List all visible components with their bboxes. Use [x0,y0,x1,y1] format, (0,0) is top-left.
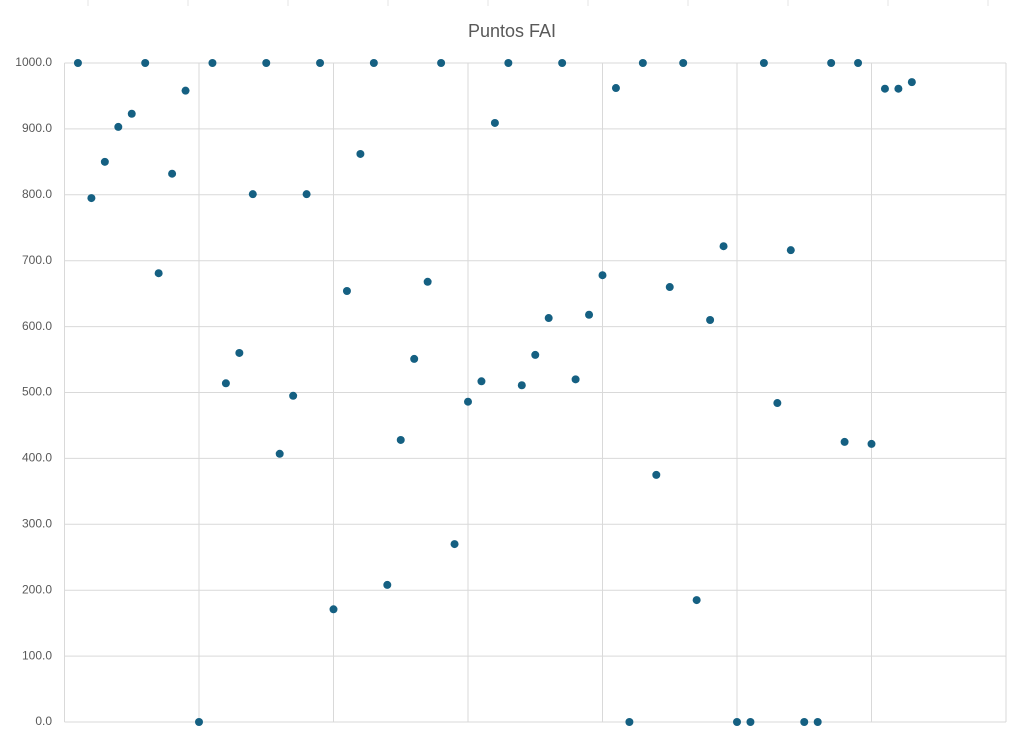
point [423,277,432,286]
point [477,377,486,386]
point [517,381,526,390]
point [652,470,661,479]
point [759,59,768,67]
point [329,605,338,614]
point [625,718,634,726]
y-tick-label: 0.0 [35,714,52,728]
point [181,86,190,95]
point [342,287,351,296]
point [558,59,567,67]
point [302,190,311,199]
y-tick-label: 800.0 [22,187,52,201]
sheet-cells [87,0,989,6]
y-tick-label: 500.0 [22,385,52,399]
point [262,59,271,67]
point [464,397,472,406]
point [275,449,284,458]
point [73,59,82,67]
y-tick-label: 600.0 [22,319,52,333]
point [504,59,513,67]
point [585,310,594,319]
point [168,169,177,178]
point [840,437,849,446]
point [221,379,230,388]
y-tick-label: 400.0 [22,451,52,465]
point [679,59,688,67]
point [490,118,499,127]
point [880,84,889,93]
point [410,354,419,363]
point [746,718,755,726]
y-tick-label: 900.0 [22,121,52,135]
point [544,314,553,323]
point [316,59,325,67]
point [571,375,580,384]
point [827,59,836,67]
point [531,350,540,359]
y-tick-label: 700.0 [22,253,52,267]
point [638,59,647,67]
point [854,59,863,67]
point [114,122,123,131]
point [907,78,916,87]
y-tick-label: 300.0 [22,516,52,530]
point [154,269,163,278]
point [195,718,203,726]
point [437,59,446,67]
point [356,149,365,158]
point [141,59,150,67]
y-tick-label: 100.0 [22,648,52,662]
point [692,596,701,605]
point [733,718,741,726]
point [369,59,378,67]
point [383,580,392,589]
point [127,109,136,118]
point [706,316,715,325]
point [665,283,674,292]
point [450,540,459,549]
y-tick-label: 1000.0 [15,55,52,69]
point [248,190,257,199]
point [396,435,405,444]
point [208,59,217,67]
point [100,157,109,166]
point [611,84,620,93]
chart-title: Puntos FAI [468,21,556,41]
point [235,348,244,357]
point [87,194,96,203]
point [786,246,795,255]
point [800,718,809,726]
point [719,242,728,251]
y-tick-label: 200.0 [22,582,52,596]
point [867,439,876,448]
point [598,271,607,280]
point [894,84,903,93]
point [813,718,822,726]
point [773,399,782,408]
point [289,391,298,400]
